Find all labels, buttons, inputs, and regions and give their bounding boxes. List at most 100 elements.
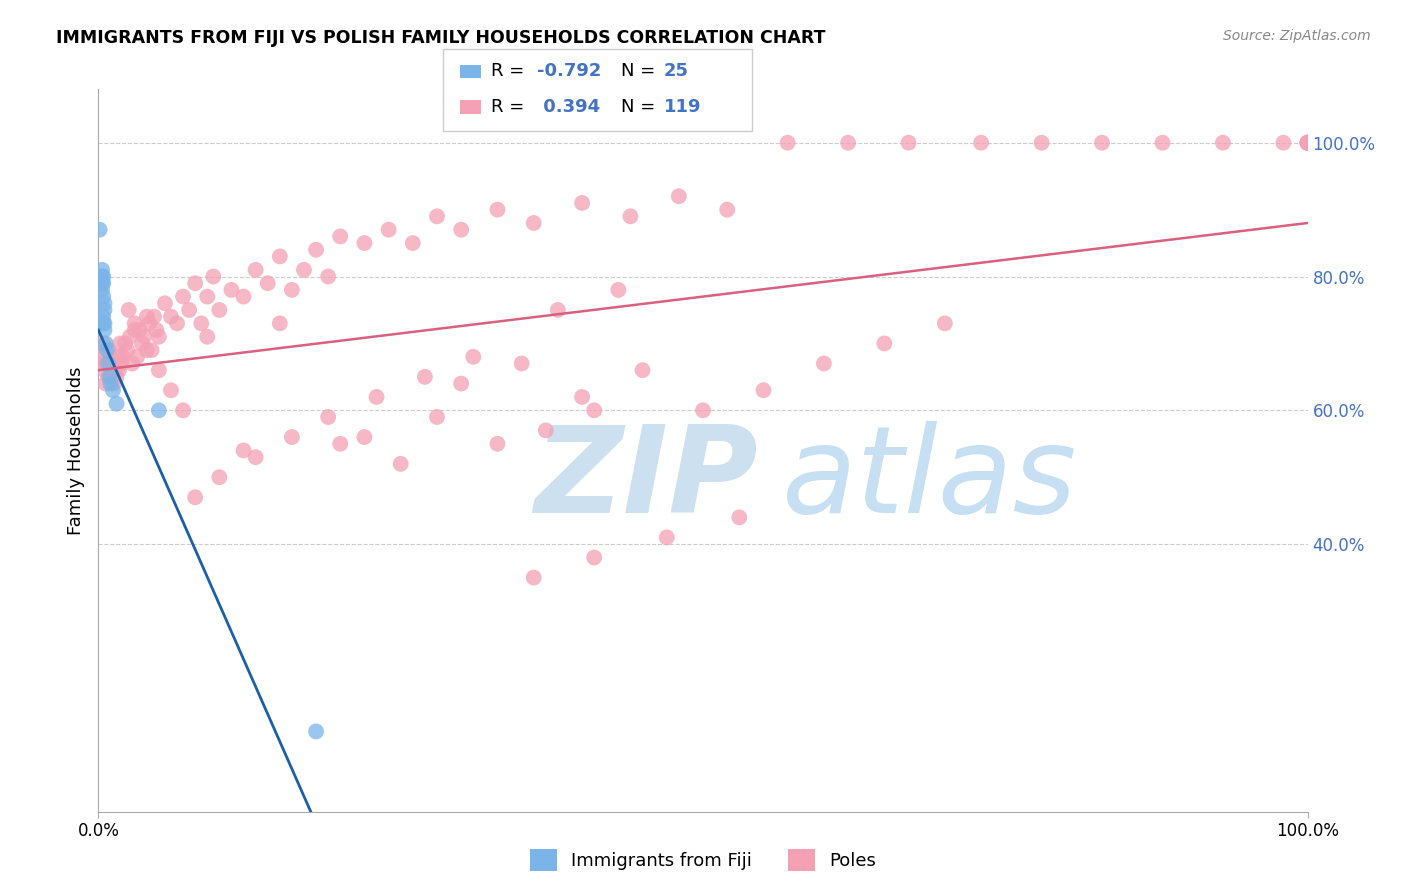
Point bbox=[934, 317, 956, 331]
Point bbox=[1296, 136, 1319, 150]
Point bbox=[1296, 136, 1319, 150]
Point bbox=[90, 269, 112, 284]
Point bbox=[305, 724, 328, 739]
Point bbox=[232, 443, 254, 458]
Point bbox=[91, 277, 114, 291]
Point bbox=[1212, 136, 1234, 150]
Point bbox=[94, 376, 117, 391]
Point bbox=[96, 343, 118, 358]
Point bbox=[256, 277, 278, 291]
Point bbox=[316, 410, 339, 425]
Point bbox=[91, 336, 114, 351]
Point bbox=[486, 202, 509, 217]
Point bbox=[571, 390, 593, 404]
Point bbox=[91, 317, 114, 331]
Point bbox=[105, 369, 128, 384]
Point bbox=[402, 236, 425, 251]
Point bbox=[1031, 136, 1053, 150]
Point bbox=[202, 269, 225, 284]
Text: 0.394: 0.394 bbox=[537, 98, 600, 116]
Point bbox=[1091, 136, 1114, 150]
Point bbox=[776, 136, 799, 150]
Point bbox=[716, 202, 738, 217]
Point bbox=[728, 510, 751, 524]
Point bbox=[101, 369, 124, 384]
Point bbox=[121, 356, 143, 371]
Y-axis label: Family Households: Family Households bbox=[66, 367, 84, 534]
Point bbox=[97, 369, 120, 384]
Point bbox=[91, 356, 114, 371]
Point bbox=[389, 457, 412, 471]
Point bbox=[583, 403, 606, 417]
Point bbox=[195, 289, 218, 303]
Point bbox=[153, 296, 176, 310]
Point bbox=[93, 323, 115, 337]
Point bbox=[873, 336, 896, 351]
Point bbox=[108, 363, 131, 377]
Point bbox=[118, 303, 141, 318]
Point bbox=[172, 403, 194, 417]
Point bbox=[377, 223, 399, 237]
Point bbox=[127, 350, 149, 364]
Point bbox=[970, 136, 993, 150]
Point bbox=[450, 223, 472, 237]
Point bbox=[91, 283, 114, 297]
Point bbox=[426, 410, 449, 425]
Point bbox=[1152, 136, 1174, 150]
Point bbox=[98, 343, 121, 358]
Point bbox=[91, 310, 114, 324]
Point bbox=[131, 336, 153, 351]
Point bbox=[1296, 136, 1319, 150]
Point bbox=[353, 236, 375, 251]
Point bbox=[179, 303, 201, 318]
Point bbox=[692, 403, 714, 417]
Text: 119: 119 bbox=[664, 98, 702, 116]
Point bbox=[450, 376, 472, 391]
Point bbox=[100, 363, 122, 377]
Point bbox=[523, 216, 546, 230]
Point bbox=[184, 277, 207, 291]
Point bbox=[141, 343, 163, 358]
Point bbox=[107, 350, 129, 364]
Point bbox=[100, 376, 122, 391]
Point bbox=[148, 403, 170, 417]
Point bbox=[269, 250, 291, 264]
Legend: Immigrants from Fiji, Poles: Immigrants from Fiji, Poles bbox=[522, 842, 884, 879]
Point bbox=[124, 317, 146, 331]
Point bbox=[148, 363, 170, 377]
Point bbox=[281, 283, 304, 297]
Point bbox=[547, 303, 569, 318]
Point bbox=[97, 356, 120, 371]
Point bbox=[110, 356, 132, 371]
Point bbox=[463, 350, 485, 364]
Point bbox=[135, 310, 157, 324]
Point bbox=[104, 363, 127, 377]
Point bbox=[221, 283, 243, 297]
Point bbox=[101, 384, 124, 398]
Point bbox=[145, 323, 167, 337]
Point bbox=[134, 330, 156, 344]
Point bbox=[118, 330, 141, 344]
Point bbox=[413, 369, 436, 384]
Point bbox=[245, 263, 267, 277]
Point bbox=[117, 343, 139, 358]
Text: Source: ZipAtlas.com: Source: ZipAtlas.com bbox=[1223, 29, 1371, 43]
Point bbox=[208, 303, 231, 318]
Point bbox=[91, 263, 114, 277]
Point bbox=[752, 384, 775, 398]
Point bbox=[534, 424, 557, 438]
Point bbox=[114, 336, 136, 351]
Point bbox=[105, 396, 128, 410]
Point bbox=[93, 363, 115, 377]
Point bbox=[1272, 136, 1295, 150]
Text: N =: N = bbox=[621, 98, 661, 116]
Point bbox=[668, 189, 690, 203]
Point bbox=[100, 356, 122, 371]
Point bbox=[571, 195, 593, 210]
Point bbox=[1296, 136, 1319, 150]
Point bbox=[305, 243, 328, 257]
Point bbox=[135, 343, 157, 358]
Point bbox=[366, 390, 388, 404]
Point bbox=[98, 369, 121, 384]
Text: N =: N = bbox=[621, 62, 661, 80]
